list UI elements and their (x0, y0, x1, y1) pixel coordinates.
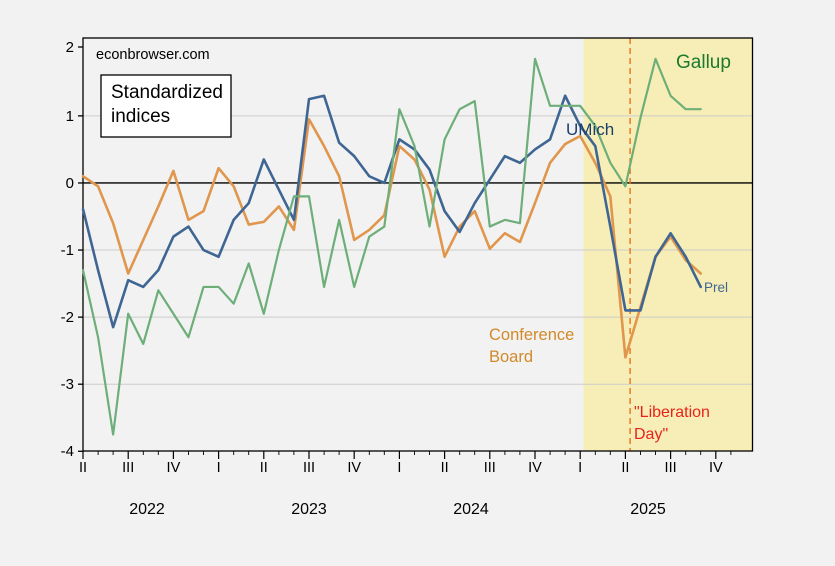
svg-text:1: 1 (66, 108, 74, 125)
svg-text:2023: 2023 (291, 501, 327, 518)
svg-text:2022: 2022 (129, 501, 165, 518)
svg-text:econbrowser.com: econbrowser.com (96, 47, 210, 63)
svg-text:II: II (79, 460, 87, 476)
svg-text:I: I (578, 460, 582, 476)
svg-text:III: III (665, 460, 677, 476)
svg-text:Conference: Conference (489, 326, 574, 344)
svg-text:Board: Board (489, 348, 533, 366)
svg-text:III: III (484, 460, 496, 476)
svg-text:-4: -4 (61, 443, 74, 460)
svg-text:IV: IV (167, 460, 181, 476)
svg-text:IV: IV (528, 460, 542, 476)
svg-text:II: II (621, 460, 629, 476)
svg-text:Gallup: Gallup (676, 52, 731, 73)
svg-text:2024: 2024 (453, 501, 489, 518)
svg-text:2025: 2025 (630, 501, 666, 518)
svg-text:II: II (260, 460, 268, 476)
svg-text:I: I (217, 460, 221, 476)
svg-text:"Liberation: "Liberation (634, 404, 710, 421)
svg-text:I: I (397, 460, 401, 476)
svg-text:0: 0 (66, 175, 74, 192)
svg-text:Day": Day" (634, 426, 668, 443)
svg-text:2: 2 (66, 39, 74, 56)
svg-text:IV: IV (709, 460, 723, 476)
svg-text:indices: indices (111, 106, 170, 127)
svg-text:IV: IV (347, 460, 361, 476)
svg-text:Prel: Prel (704, 280, 728, 295)
svg-text:III: III (303, 460, 315, 476)
svg-text:UMich: UMich (566, 120, 614, 139)
svg-text:-1: -1 (61, 242, 74, 259)
svg-text:Standardized: Standardized (111, 82, 223, 103)
svg-text:-3: -3 (61, 376, 74, 393)
svg-text:II: II (441, 460, 449, 476)
svg-text:III: III (122, 460, 134, 476)
svg-text:-2: -2 (61, 309, 74, 326)
